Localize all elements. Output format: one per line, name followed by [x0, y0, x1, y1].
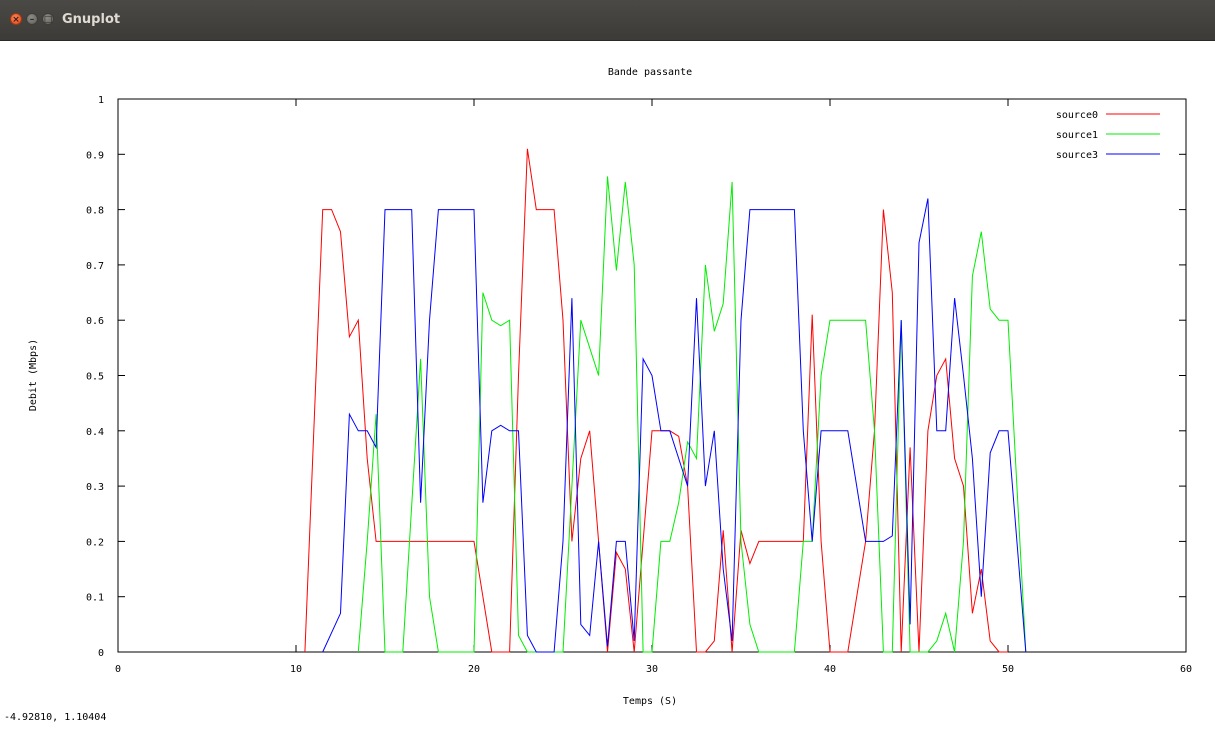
legend: source0 source1 source3: [1056, 110, 1160, 161]
series-line-source1: [357, 176, 1027, 653]
legend-label-source3: source3: [1056, 150, 1098, 161]
y-tick-label: 0.9: [86, 150, 104, 161]
window-title: Gnuplot: [62, 12, 121, 27]
y-tick-label: 0.8: [86, 206, 104, 217]
y-tick-label: 0.3: [86, 482, 104, 493]
y-tick-label: 0.7: [86, 261, 104, 272]
y-tick-label: 0.4: [86, 427, 104, 438]
y-tick-label: 0: [98, 648, 104, 659]
series-line-source0: [304, 148, 1008, 653]
y-tick-label: 0.5: [86, 372, 104, 383]
series-line-source3: [322, 198, 1027, 653]
x-tick-label: 20: [468, 664, 480, 675]
y-tick-label: 0.1: [86, 593, 104, 604]
plot-canvas[interactable]: Bande passante Temps (S) Debit (Mbps) 0 1…: [0, 40, 1215, 710]
legend-label-source1: source1: [1056, 130, 1098, 141]
x-tick-label: 50: [1002, 664, 1014, 675]
x-axis-label: Temps (S): [623, 696, 677, 707]
close-icon[interactable]: ×: [10, 13, 22, 25]
y-tick-label: 0.6: [86, 316, 104, 327]
y-tick-label: 1: [98, 95, 104, 106]
y-axis-label: Debit (Mbps): [28, 339, 39, 411]
legend-label-source0: source0: [1056, 110, 1098, 121]
y-tick-label: 0.2: [86, 537, 104, 548]
maximize-icon[interactable]: □: [42, 13, 54, 25]
series-layer: [304, 148, 1027, 653]
x-tick-label: 10: [290, 664, 302, 675]
x-tick-label: 0: [115, 664, 121, 675]
minimize-icon[interactable]: –: [26, 13, 38, 25]
x-tick-label: 60: [1180, 664, 1192, 675]
chart-title: Bande passante: [608, 67, 692, 78]
x-tick-label: 30: [646, 664, 658, 675]
x-tick-label: 40: [824, 664, 836, 675]
coordinate-readout: -4.92810, 1.10404: [4, 712, 107, 723]
window-titlebar: × – □ Gnuplot: [0, 0, 1215, 41]
